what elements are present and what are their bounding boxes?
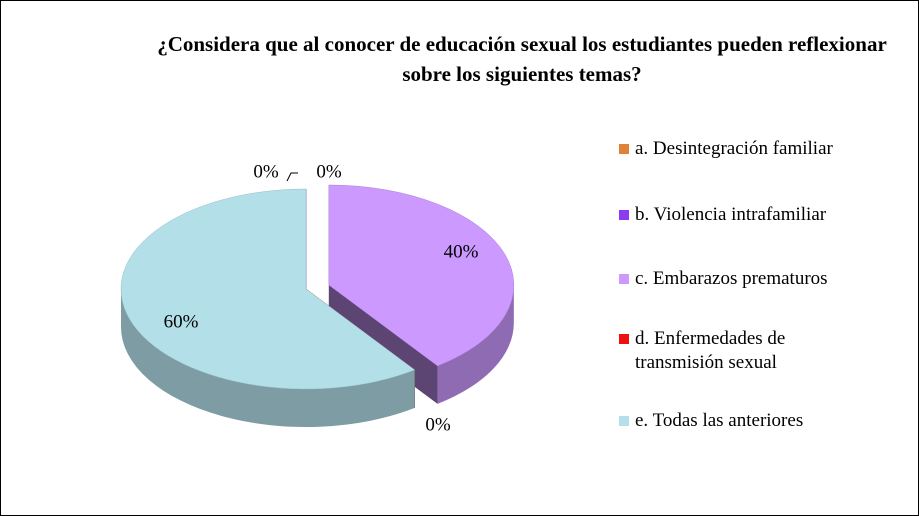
legend-marker [619, 210, 629, 220]
data-label: 0% [316, 161, 342, 182]
data-label: 60% [164, 311, 199, 332]
legend-item: a. Desintegración familiar [619, 137, 918, 161]
slice [328, 184, 515, 367]
slice-side [437, 284, 514, 404]
slice [120, 188, 416, 390]
legend-label: a. Desintegración familiar [635, 138, 833, 159]
legend-item: c. Embarazos prematuros [619, 267, 918, 291]
legend-label: d. Enfermedades de transmisión sexual [635, 328, 786, 373]
data-label: 40% [444, 241, 479, 262]
chart-title: ¿Considera que al conocer de educación s… [157, 32, 887, 86]
legend-item: d. Enfermedades de transmisión sexual [619, 327, 875, 375]
slice-side [121, 289, 415, 427]
legend-marker [619, 416, 629, 426]
legend-item: b. Violencia intrafamiliar [619, 203, 918, 227]
legend-label: c. Embarazos prematuros [635, 268, 828, 289]
leader-line [286, 172, 298, 182]
legend-label: e. Todas las anteriores [635, 410, 804, 431]
data-label: 0% [253, 161, 279, 182]
legend-marker [619, 144, 629, 154]
legend-label: b. Violencia intrafamiliar [635, 204, 827, 225]
legend-item: e. Todas las anteriores [619, 409, 918, 433]
legend-marker [619, 334, 629, 344]
legend-marker [619, 274, 629, 284]
data-label: 0% [425, 414, 451, 435]
